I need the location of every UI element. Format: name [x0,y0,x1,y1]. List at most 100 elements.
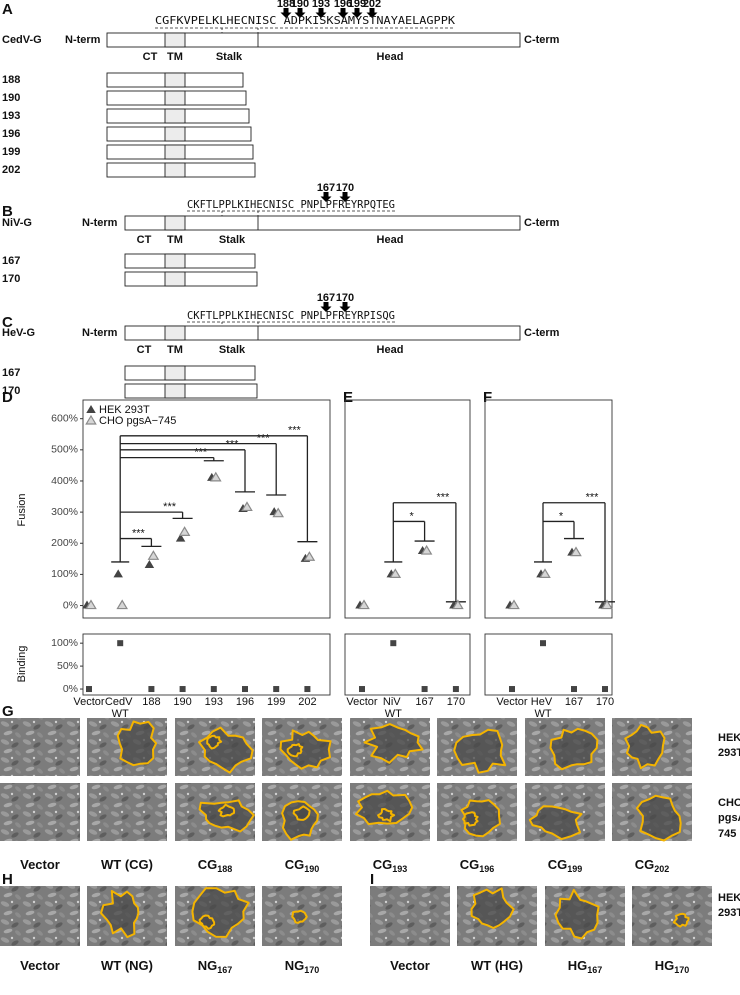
column-label-text: Vector [20,958,60,973]
construct-label: 188 [2,74,20,86]
row-label: 293T [718,907,740,919]
column-label-subscript: 202 [654,864,669,874]
residue-number: 202 [363,0,381,10]
protein-name: NiV-G [2,217,32,229]
y-tick-label: 200% [51,537,78,549]
micrograph [0,886,80,946]
micrograph [632,886,712,946]
column-label-text: WT (NG) [101,958,153,973]
residue-arrow [320,302,332,312]
syncytium-outline [470,887,515,929]
binding-point [390,640,397,647]
protein-name: HeV-G [2,327,35,339]
protein-bar [106,32,521,48]
column-label-subscript: 170 [304,965,319,975]
binding-point [273,686,280,693]
x-tick-label: 167 [565,696,583,708]
residue-arrow [337,8,349,18]
syncytium-outline [554,888,600,940]
sequence: CGFKVPELKLHECNISC ADPKISKSAMYSTNAYAELAGP… [155,15,456,27]
tm-domain [164,162,186,178]
binding-point [117,640,124,647]
legend-label: CHO pgsA−745 [99,415,176,427]
residue-arrow [280,8,292,18]
y-tick-label: 500% [51,444,78,456]
row-label: HEK [718,732,740,744]
micrograph [370,886,450,946]
domain-label: Head [377,344,404,356]
syncytium-outline [217,803,236,818]
residue-number: 190 [291,0,309,10]
column-label-subscript: 170 [674,965,689,975]
residue-number: 199 [348,0,366,10]
x-tick-label: 188 [142,696,160,708]
x-tick-label: 170 [447,696,465,708]
fusion-point [303,551,316,561]
panel-letter: I [370,871,374,888]
syncytium-outline [363,723,424,764]
tm-domain [164,108,186,124]
binding-point [304,686,311,693]
fusion-point [452,599,464,610]
x-tick-label: 196 [236,696,254,708]
fusion-point [570,546,582,557]
syncytium-outline [116,720,158,767]
column-label: Vector [20,857,60,872]
fusion-point [241,501,253,512]
panel-letter: F [483,389,492,406]
significance-label: *** [436,492,450,504]
construct-bar [124,365,256,381]
row-label: HEK [718,892,740,904]
column-label-subscript: 193 [392,864,407,874]
significance-label: *** [226,439,240,451]
syncytium-outline [528,805,583,841]
domain-label: Stalk [219,234,246,246]
y-tick-label: 100% [51,568,78,580]
column-label: WT (NG) [101,958,153,973]
syncytium-outline [672,912,690,928]
column-label: CG193 [373,857,408,874]
construct-bar [124,253,256,269]
significance-label: *** [132,527,146,539]
column-label-text: Vector [20,857,60,872]
fusion-point [272,507,285,518]
sequence: CKFTLPPLKIHECNISC PNPLPFREYRPISQG [187,310,395,322]
column-label-text: CG [198,857,218,872]
significance-label: *** [288,425,302,437]
panel-letter: B [2,203,13,220]
domain-label: TM [167,234,183,246]
column-label-subscript: 167 [217,965,232,975]
binding-point [509,686,515,693]
column-label: CG196 [460,857,495,874]
y-tick-label: 600% [51,412,78,424]
significance-label: *** [163,501,177,513]
column-label-text: HG [568,958,588,973]
construct-bar [124,383,258,399]
y-tick-label: 400% [51,475,78,487]
plot-frame [82,633,331,696]
binding-point [86,686,92,693]
syncytium-outline [549,727,599,771]
tm-domain [164,126,186,142]
domain-label: TM [167,51,183,63]
column-label-text: Vector [390,958,430,973]
tm-domain [164,144,186,160]
fusion-point [116,599,129,610]
fusion-point [85,599,97,610]
column-label-subscript: 199 [567,864,582,874]
significance-label: * [559,510,564,522]
c-term: C-term [524,217,560,229]
binding-point [148,686,155,693]
syncytium-outline [279,729,332,770]
column-label-text: CG [548,857,568,872]
column-label-text: NG [285,958,305,973]
domain-label: TM [167,344,183,356]
protein-bar [124,325,521,341]
x-tick-label: 193 [205,696,223,708]
row-label: CHO [718,797,740,809]
residue-number: 170 [336,292,354,304]
column-label: CG188 [198,857,233,874]
significance-label: *** [194,447,208,459]
micrograph [0,783,80,841]
